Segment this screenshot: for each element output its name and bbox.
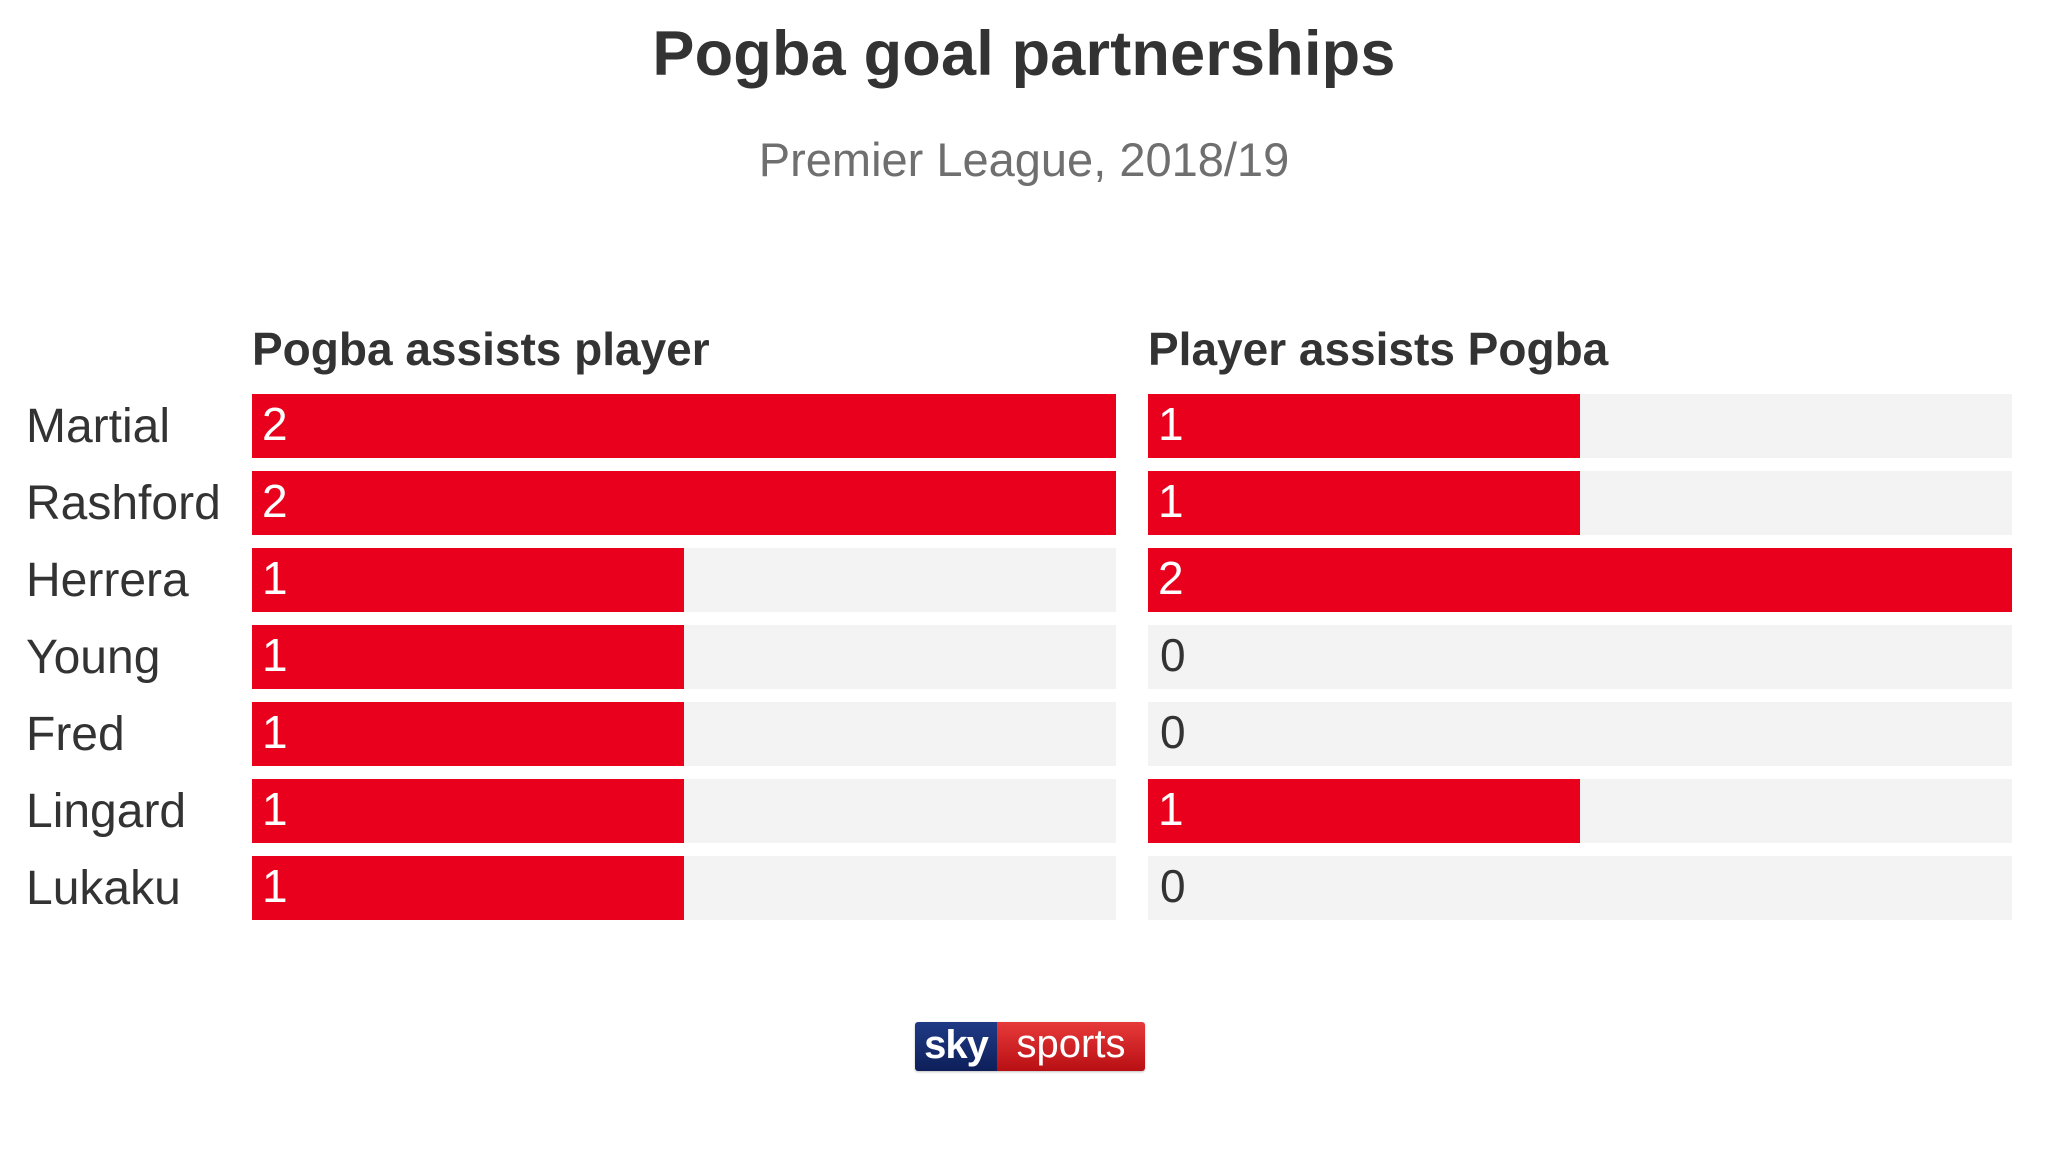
- bar-track: [1148, 625, 2012, 689]
- data-label: 0: [1160, 860, 1186, 912]
- bar: [252, 625, 684, 689]
- category-label: Lingard: [26, 785, 186, 838]
- bar-track: [1148, 702, 2012, 766]
- bar: [252, 856, 684, 920]
- sky-logo-part: sky: [915, 1022, 997, 1071]
- bar: [1148, 394, 1580, 458]
- series-heading: Player assists Pogba: [1148, 323, 1609, 375]
- category-label: Rashford: [26, 477, 221, 530]
- data-label: 1: [262, 552, 288, 604]
- bar: [252, 394, 1116, 458]
- chart-title: Pogba goal partnerships: [652, 19, 1396, 89]
- bar: [1148, 471, 1580, 535]
- data-label: 1: [262, 706, 288, 758]
- data-label: 2: [262, 398, 288, 450]
- bar: [252, 702, 684, 766]
- sky-sports-logo: sky sports: [915, 1022, 1145, 1071]
- bar: [252, 779, 684, 843]
- category-label: Fred: [26, 708, 125, 761]
- bar: [252, 548, 684, 612]
- series-heading: Pogba assists player: [252, 323, 710, 375]
- data-label: 0: [1160, 629, 1186, 681]
- data-label: 1: [1158, 398, 1184, 450]
- category-label: Lukaku: [26, 862, 181, 915]
- data-label: 1: [1158, 783, 1184, 835]
- category-label: Herrera: [26, 554, 189, 607]
- data-label: 2: [262, 475, 288, 527]
- data-label: 1: [262, 860, 288, 912]
- bar: [252, 471, 1116, 535]
- data-label: 1: [1158, 475, 1184, 527]
- chart-subtitle: Premier League, 2018/19: [758, 133, 1290, 186]
- data-label: 1: [262, 629, 288, 681]
- bar: [1148, 779, 1580, 843]
- bar-track: [1148, 856, 2012, 920]
- category-label: Young: [26, 631, 160, 684]
- data-label: 0: [1160, 706, 1186, 758]
- data-label: 1: [262, 783, 288, 835]
- bar: [1148, 548, 2012, 612]
- data-label: 2: [1158, 552, 1184, 604]
- category-label: Martial: [26, 400, 170, 453]
- sports-logo-part: sports: [997, 1022, 1145, 1071]
